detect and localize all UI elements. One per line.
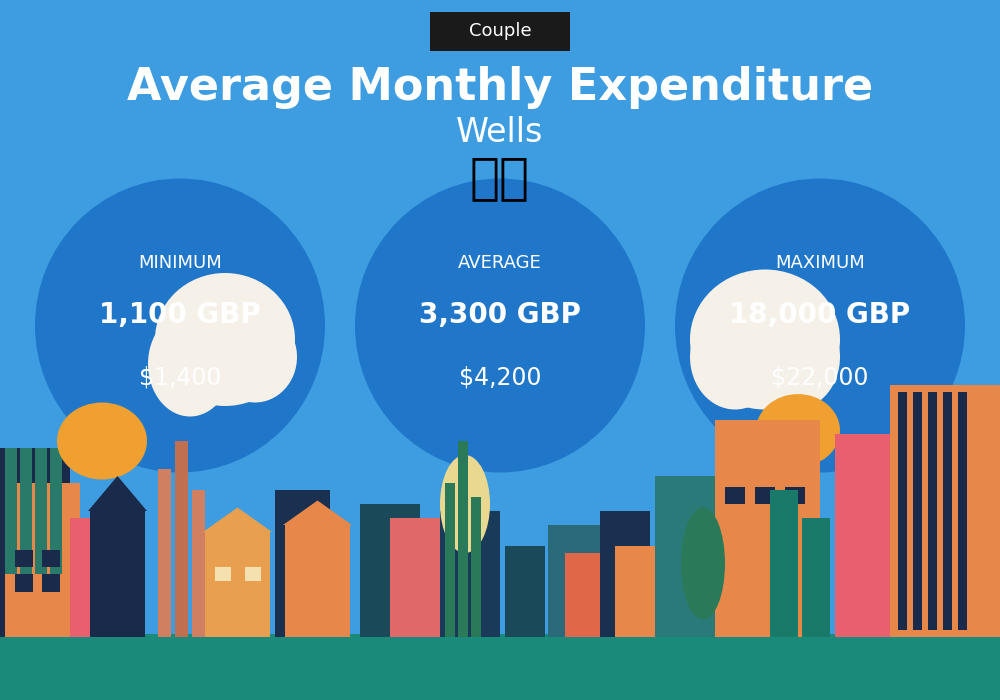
- Polygon shape: [958, 392, 967, 630]
- Ellipse shape: [756, 394, 840, 467]
- Polygon shape: [725, 486, 745, 504]
- Polygon shape: [90, 511, 145, 637]
- Polygon shape: [928, 392, 937, 630]
- Polygon shape: [88, 476, 147, 511]
- Polygon shape: [390, 518, 440, 637]
- Polygon shape: [835, 434, 890, 637]
- Ellipse shape: [750, 304, 840, 410]
- Polygon shape: [215, 567, 231, 581]
- Polygon shape: [175, 441, 188, 637]
- Ellipse shape: [155, 273, 295, 406]
- Polygon shape: [565, 553, 605, 637]
- Ellipse shape: [35, 178, 325, 472]
- Text: 1,100 GBP: 1,100 GBP: [99, 301, 261, 329]
- Polygon shape: [802, 518, 830, 637]
- Polygon shape: [943, 392, 952, 630]
- Text: 🇬🇧: 🇬🇧: [470, 155, 530, 202]
- Text: Wells: Wells: [456, 116, 544, 150]
- Polygon shape: [898, 392, 907, 630]
- Text: MINIMUM: MINIMUM: [138, 253, 222, 272]
- Text: 3,300 GBP: 3,300 GBP: [419, 301, 581, 329]
- Polygon shape: [5, 483, 80, 637]
- Ellipse shape: [440, 455, 490, 553]
- Polygon shape: [913, 392, 922, 630]
- Ellipse shape: [690, 304, 780, 410]
- Polygon shape: [445, 483, 455, 637]
- Text: Couple: Couple: [469, 22, 531, 41]
- Text: $1,400: $1,400: [139, 366, 221, 390]
- Polygon shape: [615, 546, 655, 637]
- Polygon shape: [275, 490, 330, 637]
- Polygon shape: [70, 518, 110, 637]
- Polygon shape: [0, 634, 1000, 700]
- Polygon shape: [15, 574, 33, 592]
- Polygon shape: [505, 546, 545, 637]
- Polygon shape: [890, 385, 1000, 637]
- Polygon shape: [548, 525, 603, 637]
- Ellipse shape: [148, 312, 232, 416]
- Polygon shape: [192, 490, 205, 637]
- Polygon shape: [283, 500, 352, 525]
- Text: MAXIMUM: MAXIMUM: [775, 253, 865, 272]
- Polygon shape: [600, 511, 650, 637]
- Polygon shape: [50, 448, 62, 574]
- Polygon shape: [35, 448, 47, 574]
- Ellipse shape: [690, 270, 840, 410]
- Polygon shape: [245, 567, 261, 581]
- Ellipse shape: [681, 508, 725, 620]
- Polygon shape: [655, 476, 720, 637]
- Polygon shape: [205, 532, 270, 637]
- Polygon shape: [203, 508, 272, 532]
- Polygon shape: [42, 574, 60, 592]
- Polygon shape: [440, 511, 500, 637]
- Polygon shape: [770, 490, 798, 637]
- Polygon shape: [471, 497, 481, 637]
- Polygon shape: [360, 504, 420, 637]
- Polygon shape: [5, 448, 17, 574]
- Polygon shape: [158, 469, 171, 637]
- Text: AVERAGE: AVERAGE: [458, 253, 542, 272]
- Polygon shape: [0, 448, 70, 637]
- Text: Average Monthly Expenditure: Average Monthly Expenditure: [127, 66, 873, 109]
- Polygon shape: [42, 550, 60, 567]
- Polygon shape: [20, 448, 32, 574]
- Text: $4,200: $4,200: [459, 366, 541, 390]
- Ellipse shape: [57, 402, 147, 480]
- Text: $22,000: $22,000: [771, 366, 869, 390]
- Ellipse shape: [213, 312, 297, 402]
- Text: 18,000 GBP: 18,000 GBP: [729, 301, 911, 329]
- Polygon shape: [305, 536, 350, 637]
- Ellipse shape: [675, 178, 965, 472]
- Polygon shape: [715, 420, 820, 637]
- Polygon shape: [458, 441, 468, 637]
- Polygon shape: [285, 525, 350, 637]
- Polygon shape: [755, 486, 775, 504]
- Polygon shape: [785, 486, 805, 504]
- Ellipse shape: [355, 178, 645, 472]
- FancyBboxPatch shape: [430, 12, 570, 51]
- Polygon shape: [15, 550, 33, 567]
